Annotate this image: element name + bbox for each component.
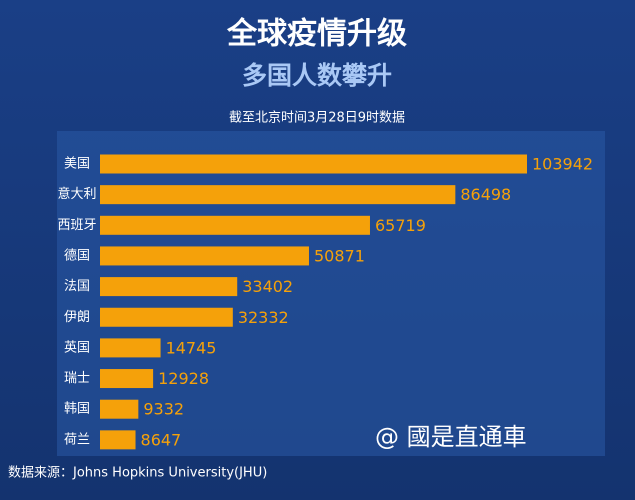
bar: [100, 430, 136, 450]
bar: [100, 154, 527, 174]
category-label: 韩国: [64, 402, 90, 417]
value-label: 86498: [460, 185, 511, 204]
chart-subtitle: 多国人数攀升: [242, 61, 392, 90]
value-label: 32332: [238, 308, 289, 327]
category-label: 德国: [64, 248, 90, 263]
category-label: 意大利: [57, 186, 96, 202]
category-label: 法国: [64, 279, 90, 294]
category-label: 西班牙: [57, 218, 96, 233]
bar: [100, 307, 233, 327]
value-label: 12928: [158, 369, 209, 388]
value-label: 103942: [532, 155, 593, 174]
chart-title: 全球疫情升级: [226, 17, 407, 52]
value-label: 50871: [314, 246, 365, 265]
note: 截至北京时间3月28日9时数据: [229, 111, 405, 126]
watermark: @ 國是直通車: [375, 423, 527, 451]
source: 数据来源：Johns Hopkins University(JHU): [8, 466, 267, 481]
value-label: 8647: [141, 430, 182, 449]
bar: [100, 215, 370, 235]
category-label: 美国: [64, 157, 90, 172]
value-label: 33402: [242, 277, 293, 296]
bar: [100, 399, 139, 419]
bar: [100, 185, 456, 205]
value-label: 9332: [143, 400, 184, 419]
value-label: 14745: [166, 338, 217, 357]
category-label: 瑞士: [64, 371, 90, 386]
bar: [100, 277, 238, 297]
category-label: 英国: [64, 340, 90, 355]
bar: [100, 338, 161, 358]
bar: [100, 246, 309, 266]
category-label: 荷兰: [64, 432, 90, 447]
bar: [100, 369, 154, 389]
category-label: 伊朗: [64, 310, 90, 325]
value-label: 65719: [375, 216, 426, 235]
